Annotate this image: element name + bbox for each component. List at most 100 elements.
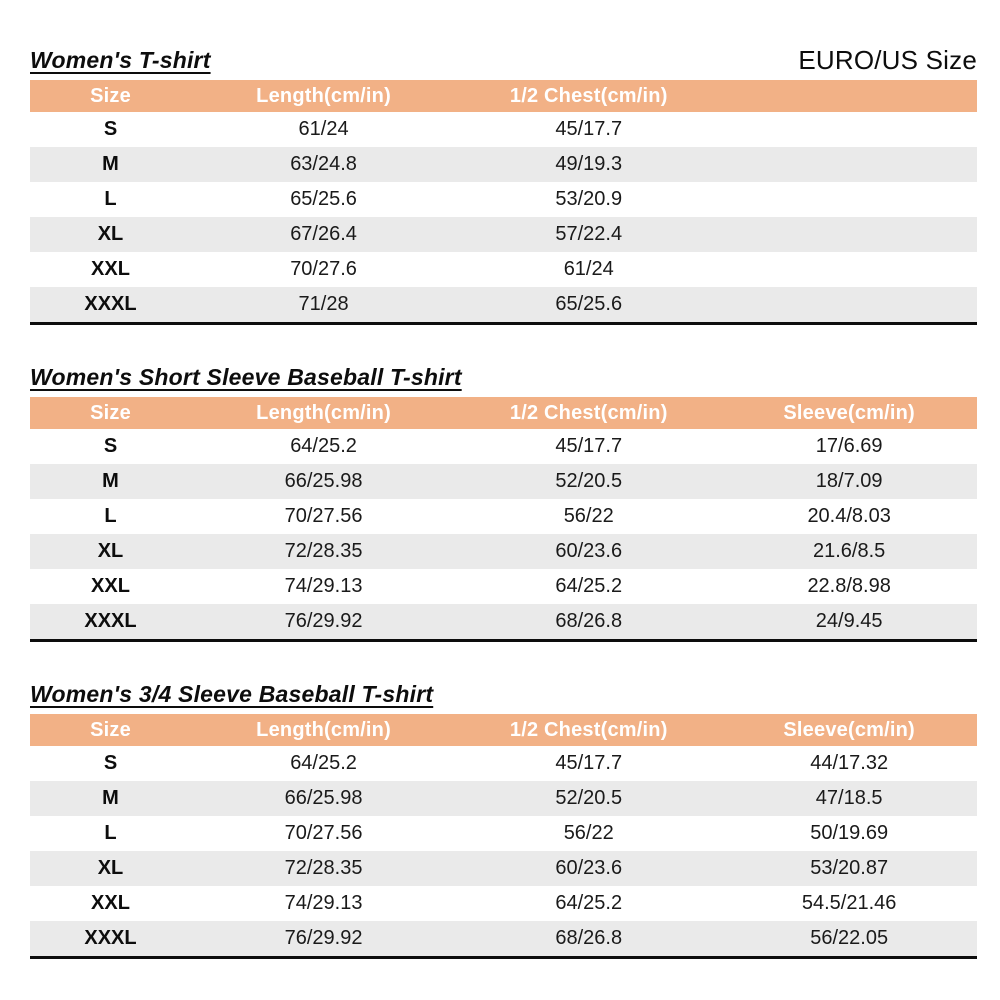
size-cell: S bbox=[103, 752, 118, 774]
header-row: Size Length(cm/in) 1/2 Chest(cm/in) Sleeve(… bbox=[30, 397, 977, 429]
size-chart-page: Women's T-shirt EURO/US Size Size Length(… bbox=[30, 46, 977, 959]
value-cell: 60/23.6 bbox=[555, 857, 623, 879]
value-cell: 56/22 bbox=[563, 822, 614, 844]
header-row: Size Length(cm/in) 1/2 Chest(cm/in) Sleeve(… bbox=[30, 714, 977, 746]
table-row: XL 72/28.35 60/23.6 21.6/8.5 bbox=[30, 534, 977, 569]
column-header: Length(cm/in) bbox=[190, 397, 457, 429]
size-cell: L bbox=[104, 822, 117, 844]
value-cell: 20.4/8.03 bbox=[807, 505, 891, 527]
value-cell: 70/27.6 bbox=[290, 258, 357, 280]
value-cell: 72/28.35 bbox=[284, 540, 363, 562]
value-cell: 64/25.2 bbox=[555, 575, 623, 597]
column-header: Sleeve(cm/in) bbox=[721, 397, 977, 429]
value-cell: 64/25.2 bbox=[290, 435, 357, 457]
value-cell: 53/20.9 bbox=[555, 188, 623, 210]
table-row: XXL 74/29.13 64/25.2 54.5/21.46 bbox=[30, 886, 977, 921]
size-cell: XL bbox=[97, 540, 124, 562]
value-cell: 49/19.3 bbox=[555, 153, 623, 175]
size-cell: XXL bbox=[91, 258, 130, 280]
table-row: L 65/25.6 53/20.9 bbox=[30, 182, 977, 217]
value-cell: 54.5/21.46 bbox=[801, 892, 897, 914]
section-three-quarter-sleeve-baseball: Women's 3/4 Sleeve Baseball T-shirt Size… bbox=[30, 680, 977, 959]
value-cell: 68/26.8 bbox=[555, 927, 623, 949]
table-row: XXXL 76/29.92 68/26.8 24/9.45 bbox=[30, 604, 977, 641]
column-header: Length(cm/in) bbox=[190, 80, 457, 112]
value-cell: 70/27.56 bbox=[284, 822, 363, 844]
value-cell: 63/24.8 bbox=[290, 153, 357, 175]
size-cell: L bbox=[104, 505, 117, 527]
value-cell bbox=[721, 252, 977, 287]
size-table-womens-tshirt: Size Length(cm/in) 1/2 Chest(cm/in) S 61/24 4… bbox=[30, 80, 977, 325]
size-cell: M bbox=[102, 787, 119, 809]
section-short-sleeve-baseball: Women's Short Sleeve Baseball T-shirt Si… bbox=[30, 363, 977, 642]
value-cell: 56/22.05 bbox=[810, 927, 889, 949]
table-row: XXXL 71/28 65/25.6 bbox=[30, 287, 977, 324]
size-cell: XXXL bbox=[84, 927, 137, 949]
value-cell: 76/29.92 bbox=[284, 927, 363, 949]
value-cell: 52/20.5 bbox=[555, 470, 623, 492]
value-cell: 18/7.09 bbox=[815, 470, 883, 492]
table-row: S 64/25.2 45/17.7 44/17.32 bbox=[30, 746, 977, 781]
value-cell: 56/22 bbox=[563, 505, 614, 527]
size-table-short-sleeve-baseball: Size Length(cm/in) 1/2 Chest(cm/in) Sleeve(… bbox=[30, 397, 977, 642]
table-row: XXL 70/27.6 61/24 bbox=[30, 252, 977, 287]
value-cell: 74/29.13 bbox=[284, 892, 363, 914]
size-cell: XL bbox=[97, 857, 124, 879]
value-cell: 24/9.45 bbox=[815, 610, 883, 632]
value-cell: 22.8/8.98 bbox=[807, 575, 891, 597]
value-cell: 64/25.2 bbox=[290, 752, 357, 774]
value-cell: 76/29.92 bbox=[284, 610, 363, 632]
value-cell bbox=[721, 287, 977, 324]
table-row: XL 67/26.4 57/22.4 bbox=[30, 217, 977, 252]
value-cell: 64/25.2 bbox=[555, 892, 623, 914]
value-cell bbox=[721, 182, 977, 217]
value-cell: 50/19.69 bbox=[810, 822, 889, 844]
value-cell bbox=[721, 112, 977, 147]
value-cell: 45/17.7 bbox=[555, 752, 623, 774]
table-row: M 66/25.98 52/20.5 47/18.5 bbox=[30, 781, 977, 816]
value-cell: 61/24 bbox=[298, 118, 349, 140]
value-cell: 70/27.56 bbox=[284, 505, 363, 527]
table-row: L 70/27.56 56/22 50/19.69 bbox=[30, 816, 977, 851]
size-cell: XXL bbox=[91, 575, 130, 597]
value-cell: 65/25.6 bbox=[555, 293, 623, 315]
value-cell: 52/20.5 bbox=[555, 787, 623, 809]
table-row: XXXL 76/29.92 68/26.8 56/22.05 bbox=[30, 921, 977, 958]
value-cell: 68/26.8 bbox=[555, 610, 623, 632]
title-row: Women's T-shirt EURO/US Size bbox=[30, 46, 977, 74]
chart-title-short-sleeve-baseball: Women's Short Sleeve Baseball T-shirt bbox=[30, 364, 462, 390]
column-header: Length(cm/in) bbox=[190, 714, 457, 746]
column-header: Sleeve(cm/in) bbox=[721, 714, 977, 746]
value-cell: 65/25.6 bbox=[290, 188, 357, 210]
value-cell: 74/29.13 bbox=[284, 575, 363, 597]
column-header: 1/2 Chest(cm/in) bbox=[456, 397, 722, 429]
value-cell: 45/17.7 bbox=[555, 435, 623, 457]
value-cell: 72/28.35 bbox=[284, 857, 363, 879]
table-row: L 70/27.56 56/22 20.4/8.03 bbox=[30, 499, 977, 534]
header-row: Size Length(cm/in) 1/2 Chest(cm/in) bbox=[30, 80, 977, 112]
table-row: M 63/24.8 49/19.3 bbox=[30, 147, 977, 182]
value-cell: 66/25.98 bbox=[284, 470, 363, 492]
size-cell: XL bbox=[97, 223, 124, 245]
size-cell: L bbox=[104, 188, 117, 210]
table-row: M 66/25.98 52/20.5 18/7.09 bbox=[30, 464, 977, 499]
value-cell: 57/22.4 bbox=[555, 223, 623, 245]
title-row: Women's Short Sleeve Baseball T-shirt bbox=[30, 363, 977, 391]
value-cell: 71/28 bbox=[298, 293, 349, 315]
value-cell: 66/25.98 bbox=[284, 787, 363, 809]
value-cell: 67/26.4 bbox=[290, 223, 357, 245]
size-standard-label: EURO/US Size bbox=[798, 45, 977, 75]
size-cell: XXXL bbox=[84, 293, 137, 315]
value-cell: 47/18.5 bbox=[815, 787, 883, 809]
value-cell: 21.6/8.5 bbox=[813, 540, 886, 562]
value-cell: 60/23.6 bbox=[555, 540, 623, 562]
column-header: Size bbox=[30, 714, 191, 746]
section-womens-tshirt: Women's T-shirt EURO/US Size Size Length(… bbox=[30, 46, 977, 325]
column-header: 1/2 Chest(cm/in) bbox=[456, 714, 722, 746]
table-row: S 61/24 45/17.7 bbox=[30, 112, 977, 147]
table-row: S 64/25.2 45/17.7 17/6.69 bbox=[30, 429, 977, 464]
column-header: 1/2 Chest(cm/in) bbox=[456, 80, 722, 112]
value-cell: 45/17.7 bbox=[555, 118, 623, 140]
chart-title-womens-tshirt: Women's T-shirt bbox=[30, 47, 211, 73]
size-cell: XXXL bbox=[84, 610, 137, 632]
